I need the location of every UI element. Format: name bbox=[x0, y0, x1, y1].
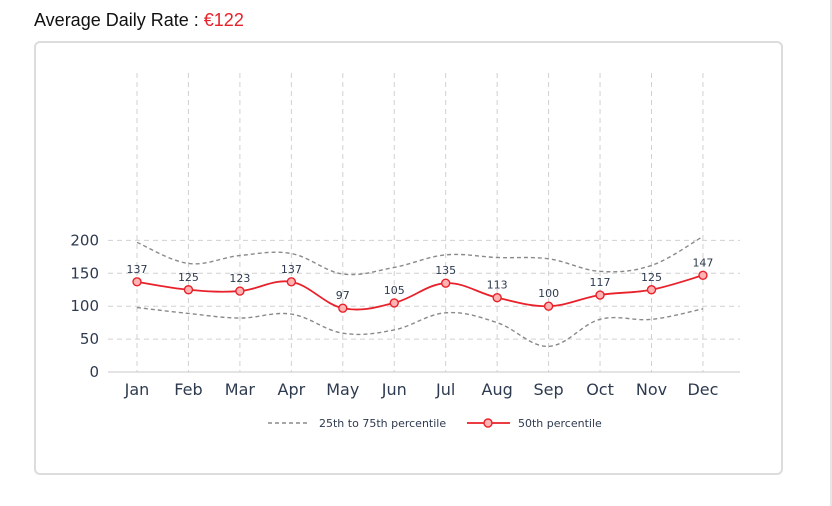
median-point bbox=[286, 277, 297, 287]
median-data-label: 135 bbox=[435, 264, 456, 277]
median-data-label: 105 bbox=[384, 284, 405, 297]
median-data-label: 113 bbox=[487, 279, 508, 292]
percentile-75-line bbox=[136, 235, 704, 276]
median-data-label: 137 bbox=[127, 263, 148, 276]
median-data-label: 125 bbox=[178, 271, 199, 284]
x-tick-label: Jun bbox=[381, 380, 407, 399]
x-tick-label: Jul bbox=[435, 380, 455, 399]
x-tick-label: Oct bbox=[586, 380, 614, 399]
median-point bbox=[492, 292, 502, 303]
median-point bbox=[338, 303, 348, 313]
median-point bbox=[183, 285, 194, 295]
y-tick-label: 50 bbox=[80, 330, 99, 348]
x-tick-label: Aug bbox=[482, 380, 513, 399]
median-point bbox=[543, 301, 554, 311]
y-tick-label: 200 bbox=[70, 231, 99, 249]
median-data-label: 125 bbox=[641, 271, 662, 284]
x-tick-label: Feb bbox=[174, 380, 202, 399]
y-tick-label: 100 bbox=[70, 297, 99, 315]
y-tick-label: 150 bbox=[70, 264, 99, 282]
x-tick-label: Nov bbox=[636, 380, 667, 399]
x-tick-label: Sep bbox=[534, 380, 564, 399]
median-point bbox=[235, 286, 245, 296]
median-data-label: 100 bbox=[538, 287, 559, 300]
percentile-25-line bbox=[136, 306, 704, 348]
median-data-label: 123 bbox=[229, 272, 250, 285]
x-tick-label: Dec bbox=[687, 380, 718, 399]
legend-label-percentile-band: 25th to 75th percentile bbox=[319, 417, 446, 430]
x-tick-label: Mar bbox=[225, 380, 256, 399]
median-data-label: 147 bbox=[692, 256, 713, 269]
median-data-label: 137 bbox=[281, 263, 302, 276]
legend-marker-median bbox=[483, 418, 493, 428]
median-line bbox=[136, 274, 704, 311]
page-title: Average Daily Rate : €122 bbox=[34, 10, 244, 38]
page-edge-divider bbox=[830, 0, 832, 506]
legend-label-median: 50th percentile bbox=[518, 417, 602, 430]
median-point bbox=[698, 270, 708, 280]
adr-label: Average Daily Rate : bbox=[34, 10, 199, 30]
chart-card bbox=[34, 41, 783, 475]
median-point bbox=[441, 278, 451, 288]
median-point bbox=[595, 290, 605, 300]
x-tick-label: May bbox=[326, 380, 359, 399]
x-tick-label: Apr bbox=[278, 380, 306, 399]
median-data-label: 97 bbox=[336, 289, 350, 302]
median-data-label: 117 bbox=[590, 276, 611, 289]
median-point bbox=[646, 285, 657, 295]
y-tick-label: 0 bbox=[89, 363, 99, 381]
median-point bbox=[389, 298, 399, 308]
median-point bbox=[132, 277, 142, 287]
adr-value: €122 bbox=[203, 10, 244, 30]
x-tick-label: Jan bbox=[124, 380, 150, 399]
